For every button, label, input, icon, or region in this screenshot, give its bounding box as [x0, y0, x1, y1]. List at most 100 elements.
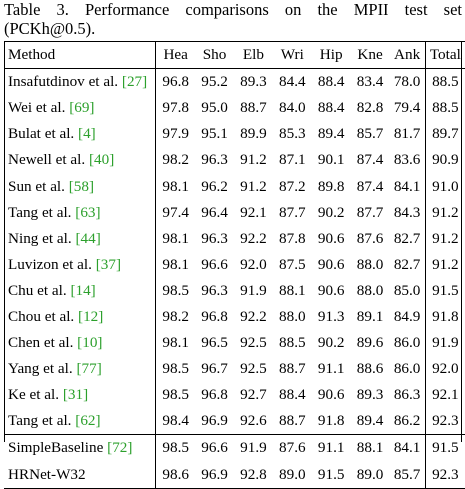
citation-link[interactable]: [14] [70, 281, 96, 299]
value-cell: 90.9 [424, 147, 465, 174]
table-row: Yang et al. [77] 98.5 96.7 92.5 88.7 91.1 88.6… [4, 356, 465, 383]
value-cell: 88.7 [240, 99, 267, 117]
citation-link[interactable]: [27] [121, 73, 148, 91]
value-cell: 90.6 [317, 229, 345, 247]
citation-link[interactable]: [77] [76, 360, 102, 378]
value-cell: 92.6 [240, 412, 267, 430]
value-cell: 90.1 [317, 151, 345, 169]
value-cell: 91.1 [317, 360, 345, 378]
table-row: Sun et al. [58] 98.1 96.2 91.2 87.2 89.8 87.4 8… [4, 173, 465, 200]
caption-line-1: Table 3. Performance comparisons on the … [4, 0, 462, 19]
method-name: Newell et al. [8, 151, 89, 169]
value-cell: 88.0 [279, 307, 306, 325]
value-cell: 96.9 [201, 412, 228, 430]
value-cell: 98.6 [155, 461, 196, 489]
value-cell: 79.4 [393, 99, 421, 117]
method-cell: Sun et al. [58] [4, 173, 157, 200]
value-cell: 92.2 [240, 307, 267, 325]
value-cell: 92.2 [240, 229, 267, 247]
method-cell: Luvizon et al. [37] [4, 251, 157, 278]
value-cell: 78.0 [393, 73, 421, 91]
value-cell: 92.5 [240, 334, 267, 352]
value-cell: 97.8 [162, 99, 189, 117]
table-row: Bulat et al. [4] 97.9 95.1 89.9 85.3 89.4 85.7… [4, 121, 465, 148]
value-cell: 87.6 [272, 434, 312, 462]
value-cell: 88.4 [317, 73, 345, 91]
method-cell: Tang et al. [63] [4, 199, 157, 226]
value-cell: 84.9 [393, 307, 421, 325]
method-name: HRNet-W32 [8, 465, 86, 483]
value-cell: 96.7 [201, 360, 228, 378]
value-cell: 87.2 [279, 177, 306, 195]
header-kne: Kne [350, 40, 390, 70]
value-cell: 88.4 [317, 99, 345, 117]
value-cell: 91.3 [317, 307, 345, 325]
value-cell: 88.0 [356, 281, 384, 299]
value-cell: 86.0 [393, 360, 421, 378]
results-table: Method Hea Sho Elb Wri Hip Kne Ank Total… [4, 40, 465, 489]
value-cell: 91.1 [311, 434, 351, 462]
header-sho: Sho [195, 40, 234, 70]
method-name: Insafutdinov et al. [8, 73, 122, 91]
value-cell: 92.8 [234, 461, 273, 489]
value-cell: 89.4 [356, 412, 384, 430]
value-cell: 86.3 [393, 386, 421, 404]
header-hip: Hip [311, 40, 351, 70]
value-cell: 86.2 [393, 412, 421, 430]
value-cell: 84.3 [393, 203, 421, 221]
value-cell: 89.6 [356, 334, 384, 352]
value-cell: 92.7 [240, 386, 267, 404]
value-cell: 91.8 [317, 412, 345, 430]
value-cell: 87.1 [279, 151, 306, 169]
value-cell: 96.5 [201, 334, 228, 352]
method-name: Chu et al. [8, 281, 71, 299]
value-cell: 90.2 [317, 203, 345, 221]
value-cell: 84.0 [279, 99, 306, 117]
method-name: Yang et al. [8, 360, 77, 378]
method-name: SimpleBaseline [8, 439, 108, 457]
value-cell: 96.3 [201, 281, 228, 299]
header-elb: Elb [234, 40, 273, 70]
caption-line-2: (PCKh@0.5). [4, 19, 96, 38]
value-cell: 92.5 [240, 360, 267, 378]
method-name: Bulat et al. [8, 125, 79, 143]
value-cell: 98.1 [162, 229, 189, 247]
citation-link[interactable]: [72] [107, 439, 133, 457]
value-cell: 91.2 [240, 151, 267, 169]
table-body: Insafutdinov et al. [27] 96.8 95.2 89.3 84.4… [4, 68, 465, 489]
value-cell: 96.3 [201, 229, 228, 247]
value-cell: 88.1 [350, 434, 390, 462]
value-cell: 92.1 [424, 382, 465, 409]
value-cell: 91.2 [240, 177, 267, 195]
method-name: Sun et al. [8, 177, 69, 195]
citation-link[interactable]: [10] [77, 334, 103, 352]
citation-link[interactable]: [12] [78, 307, 104, 325]
value-cell: 97.9 [162, 125, 189, 143]
citation-link[interactable]: [58] [68, 177, 95, 195]
value-cell: 95.2 [201, 73, 228, 91]
value-cell: 88.5 [279, 334, 306, 352]
value-cell: 97.4 [162, 203, 189, 221]
value-cell: 88.7 [279, 360, 306, 378]
value-cell: 96.3 [201, 151, 228, 169]
value-cell: 96.6 [195, 434, 234, 462]
citation-link[interactable]: [44] [75, 229, 101, 247]
value-cell: 89.3 [240, 73, 267, 91]
citation-link[interactable]: [63] [75, 203, 101, 221]
value-cell: 87.7 [279, 203, 306, 221]
citation-link[interactable]: [37] [95, 255, 122, 273]
citation-link[interactable]: [31] [62, 386, 89, 404]
citation-link[interactable]: [62] [75, 412, 101, 430]
value-cell: 87.4 [356, 177, 384, 195]
method-name: Chen et al. [8, 334, 78, 352]
table-row: SimpleBaseline [72] 98.5 96.6 91.9 87.6 91.1 8… [4, 434, 465, 462]
value-cell: 89.7 [424, 121, 465, 148]
value-cell: 84.1 [389, 434, 426, 462]
value-cell: 91.0 [424, 173, 465, 200]
citation-link[interactable]: [40] [88, 151, 115, 169]
citation-link[interactable]: [69] [69, 99, 95, 117]
value-cell: 92.3 [424, 408, 465, 435]
method-cell: HRNet-W32 [4, 461, 157, 489]
citation-link[interactable]: [4] [78, 125, 96, 143]
value-cell: 96.4 [201, 203, 228, 221]
